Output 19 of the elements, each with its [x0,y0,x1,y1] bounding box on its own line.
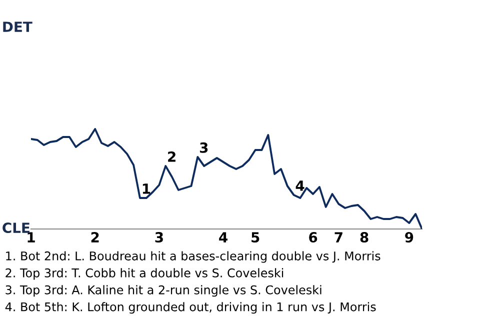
text: 2. Top 3rd: T. Cobb hit a double vs S. Coveleski [6,268,284,280]
text: DET [3,22,32,32]
annotation: 3 [200,142,208,153]
annotation: 2 [168,151,176,162]
text: 3. Top 3rd: A. Kaline hit a 2-run single vs S. Coveleski [6,285,322,297]
x-tick-label: 2 [91,232,99,242]
x-tick-label: 9 [405,232,414,243]
text: 1. Bot 2nd: L. Boudreau hit a bases-clearing double vs J. Morris [6,251,380,263]
x-tick-label: 7 [334,232,342,242]
x-tick-label: 4 [219,232,228,242]
x-tick-label: 6 [309,232,318,243]
annotation: 1 [142,184,150,194]
x-tick-label: 1 [28,232,35,242]
x-tick-label: 8 [360,232,368,243]
text: 4. Bot 5th: K. Lofton grounded out, driving in 1 run vs J. Morris [5,302,376,314]
x-tick-label: 5 [252,232,260,243]
x-tick-label: 3 [155,232,163,243]
text: CLE [2,222,30,234]
annotation: 4 [296,180,304,191]
